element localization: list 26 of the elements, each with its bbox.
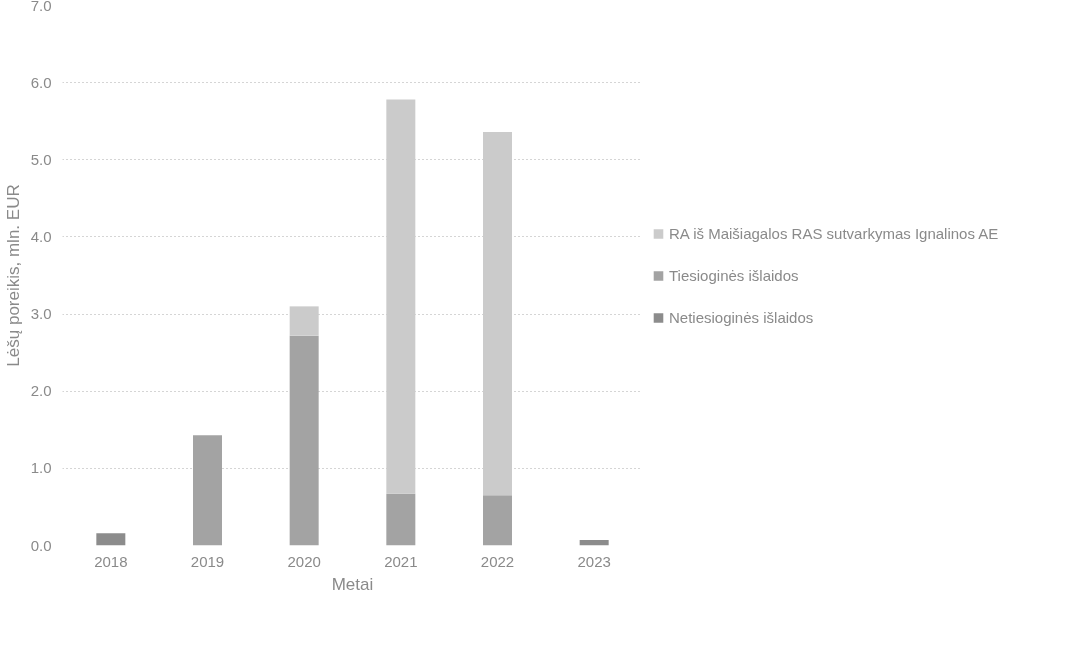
x-tick-label: 2021: [384, 552, 418, 570]
y-tick-label: 4.0: [30, 227, 52, 245]
y-tick-label: 1.0: [30, 459, 52, 477]
x-tick-label: 2019: [190, 552, 225, 570]
bar: [483, 132, 512, 496]
x-axis-title: Metai: [331, 574, 374, 594]
y-tick-label: 6.0: [30, 73, 52, 91]
bar: [579, 540, 609, 546]
y-tick-label: 5.0: [30, 150, 52, 168]
legend-label: Tiesioginės išlaidos: [669, 266, 799, 284]
x-tick-label: 2022: [480, 552, 515, 570]
x-tick-label: 2020: [287, 552, 321, 570]
x-tick-label: 2023: [577, 552, 611, 570]
y-tick-label: 3.0: [30, 305, 52, 323]
y-tick-label: 7.0: [30, 0, 52, 14]
y-axis-title: Lėšų poreikis, mln. EUR: [3, 184, 23, 367]
bar: [96, 533, 126, 546]
y-tick-label: 2.0: [30, 382, 52, 400]
bar: [386, 493, 416, 546]
bar: [386, 99, 416, 494]
y-tick-label: 0.0: [30, 536, 52, 554]
bar: [483, 495, 512, 546]
x-tick-label: 2018: [94, 552, 128, 570]
bar: [289, 306, 319, 336]
legend-label: Netiesioginės išlaidos: [669, 308, 814, 326]
legend-label: RA iš Maišiagalos RAS sutvarkymas Ignalinos AE: [669, 224, 999, 242]
